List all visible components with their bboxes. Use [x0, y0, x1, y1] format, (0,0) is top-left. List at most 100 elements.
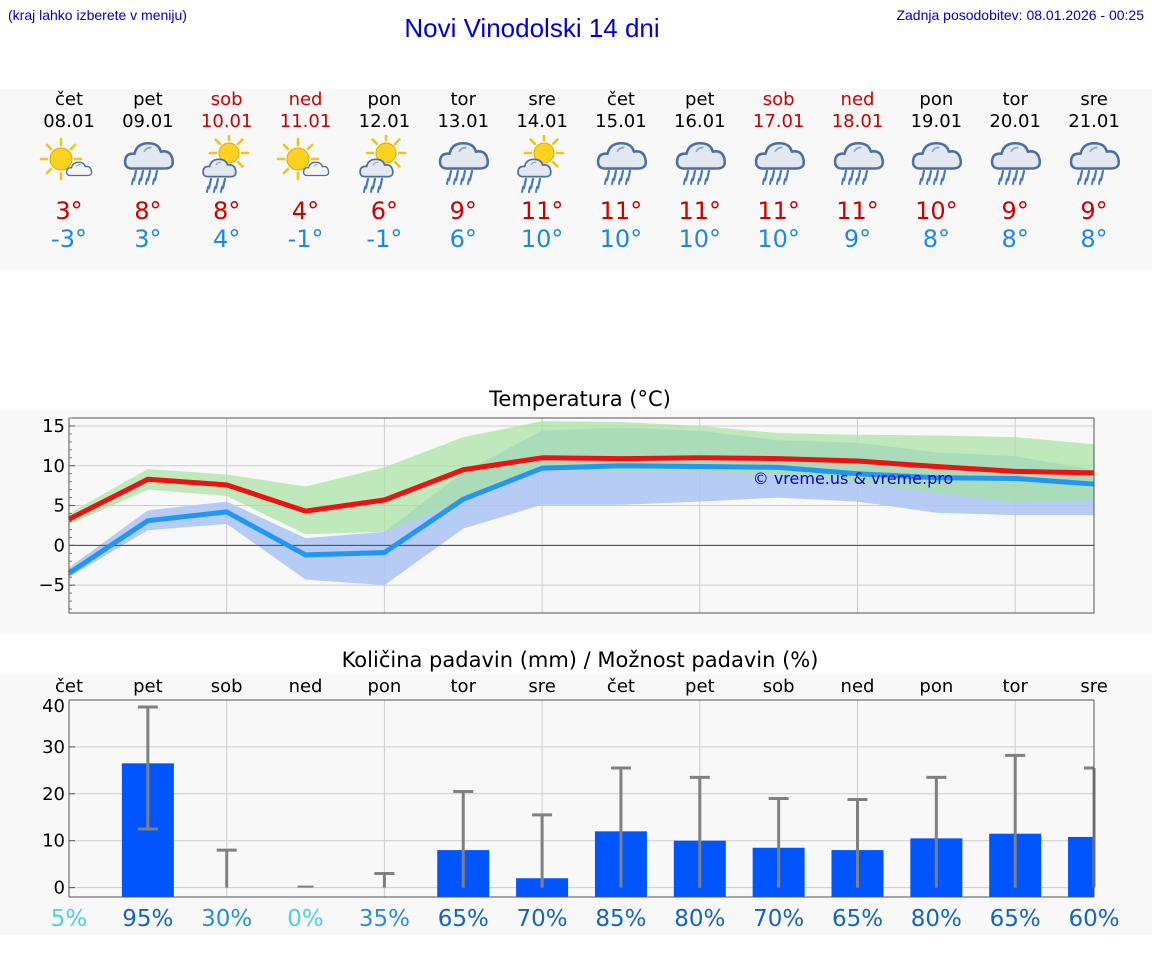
day-column: ned 18.01 11° 9° [818, 89, 898, 253]
precip-day-label: sre [1080, 676, 1107, 697]
day-date: 15.01 [595, 111, 647, 132]
day-date: 14.01 [516, 111, 568, 132]
cloud-rain-icon [439, 142, 490, 185]
sun-cloud-rain-icon [359, 135, 407, 193]
day-name: sre [1080, 89, 1108, 110]
day-name: tor [1002, 89, 1028, 110]
cloud-rain-icon [833, 142, 884, 185]
day-name: pon [367, 89, 402, 110]
day-date: 13.01 [437, 111, 490, 132]
day-date: 10.01 [200, 111, 253, 132]
precipitation-chart-title: Količina padavin (mm) / Možnost padavin … [341, 648, 819, 672]
max-temperature: 8° [213, 197, 241, 225]
precip-bar [1068, 836, 1094, 897]
day-column: sob 17.01 11° 10° [739, 89, 819, 253]
day-date: 20.01 [989, 111, 1041, 132]
precip-day-label: sob [763, 676, 795, 697]
temp-y-tick-label: −5 [38, 575, 65, 596]
day-name: pet [133, 89, 163, 110]
min-temperature: 3° [134, 225, 162, 253]
max-temperature: 11° [678, 197, 722, 225]
day-name: pon [919, 89, 954, 110]
city-menu-hint: (kraj lahko izberete v meniju) [8, 7, 187, 23]
precip-probability: 95% [122, 906, 173, 932]
day-name: čet [54, 89, 84, 110]
cloud-rain-icon [912, 142, 963, 185]
precip-day-label: sre [528, 676, 555, 697]
day-column: ned 11.01 4° -1° [266, 89, 346, 253]
precip-day-label: tor [1002, 676, 1028, 697]
min-temperature: 10° [678, 225, 722, 253]
temp-y-tick-label: 10 [42, 456, 65, 477]
precipitation-chart: čet pet sob ned pon tor sre čet pet sob ned pon tor s… [42, 676, 1120, 932]
day-name: tor [450, 89, 476, 110]
precip-y-tick-label: 10 [42, 831, 65, 852]
day-date: 19.01 [910, 111, 963, 132]
sun-partly-cloudy-icon [276, 137, 329, 181]
precip-probability: 30% [201, 906, 252, 932]
cloud-rain-icon [675, 142, 726, 185]
day-column: pet 16.01 11° 10° [660, 89, 740, 253]
day-date: 11.01 [279, 111, 332, 132]
precip-day-label: pon [367, 676, 401, 697]
day-column: tor 20.01 9° 8° [975, 89, 1055, 253]
day-name: pet [685, 89, 715, 110]
temperature-chart-title: Temperatura (°C) [489, 387, 671, 411]
max-temperature: 3° [55, 197, 83, 225]
day-date: 16.01 [674, 111, 726, 132]
min-temperature: 9° [843, 225, 872, 253]
precip-day-label: pet [133, 676, 163, 697]
day-column: sre 14.01 11° 10° [502, 89, 582, 253]
temp-y-tick-label: 15 [42, 416, 65, 437]
precip-probability: 80% [911, 906, 962, 932]
precip-probability: 5% [51, 906, 88, 932]
precip-day-label: čet [607, 676, 635, 697]
max-temperature: 11° [599, 197, 643, 225]
precip-probability: 65% [990, 906, 1041, 932]
max-temperature: 11° [836, 197, 879, 225]
min-temperature: 10° [757, 225, 800, 253]
precip-probability: 0% [287, 906, 324, 932]
page-title: Novi Vinodolski 14 dni [404, 13, 660, 43]
min-temperature: 4° [213, 225, 241, 253]
day-name: sob [210, 89, 243, 110]
max-temperature: 4° [291, 197, 320, 225]
temperature-chart: −5 0 5 10 15 © vreme.us & vreme.pro [38, 416, 1095, 614]
min-temperature: 8° [922, 225, 950, 253]
precip-day-label: čet [55, 676, 83, 697]
temp-y-tick-label: 0 [54, 535, 65, 556]
day-date: 08.01 [43, 111, 95, 132]
day-date: 21.01 [1068, 111, 1120, 132]
sun-cloud-rain-icon [517, 135, 565, 193]
min-temp-line [67, 463, 1095, 576]
precip-y-tick-label: 40 [42, 696, 65, 717]
day-name: sre [528, 89, 556, 110]
precip-y-tick-label: 30 [42, 737, 65, 758]
min-temperature: -1° [287, 225, 324, 253]
temp-y-tick-label: 5 [54, 496, 65, 517]
cloud-rain-icon [754, 142, 805, 185]
day-column: pon 12.01 6° -1° [344, 89, 424, 253]
day-name: ned [840, 89, 875, 110]
day-name: čet [606, 89, 635, 110]
min-temperature: 8° [1001, 225, 1029, 253]
max-temperature: 9° [1080, 197, 1108, 225]
cloud-rain-icon [990, 142, 1042, 185]
precip-probability: 70% [517, 906, 568, 932]
max-temperature: 10° [915, 197, 958, 225]
day-date: 12.01 [358, 111, 411, 132]
last-update-text: Zadnja posodobitev: 08.01.2026 - 00:25 [896, 7, 1144, 23]
day-column: tor 13.01 9° 6° [423, 89, 503, 253]
day-date: 18.01 [831, 111, 884, 132]
cloud-rain-icon [596, 142, 647, 185]
day-name: ned [288, 89, 323, 110]
precip-day-label: ned [841, 676, 875, 697]
precip-day-label: pet [685, 676, 715, 697]
precip-probability: 65% [832, 906, 883, 932]
max-temperature: 8° [134, 197, 162, 225]
sun-cloud-rain-icon [201, 135, 249, 193]
cloud-rain-icon [123, 142, 174, 185]
precip-probability: 85% [595, 906, 646, 932]
precip-probability: 70% [753, 906, 804, 932]
min-temperature: 10° [520, 225, 564, 253]
